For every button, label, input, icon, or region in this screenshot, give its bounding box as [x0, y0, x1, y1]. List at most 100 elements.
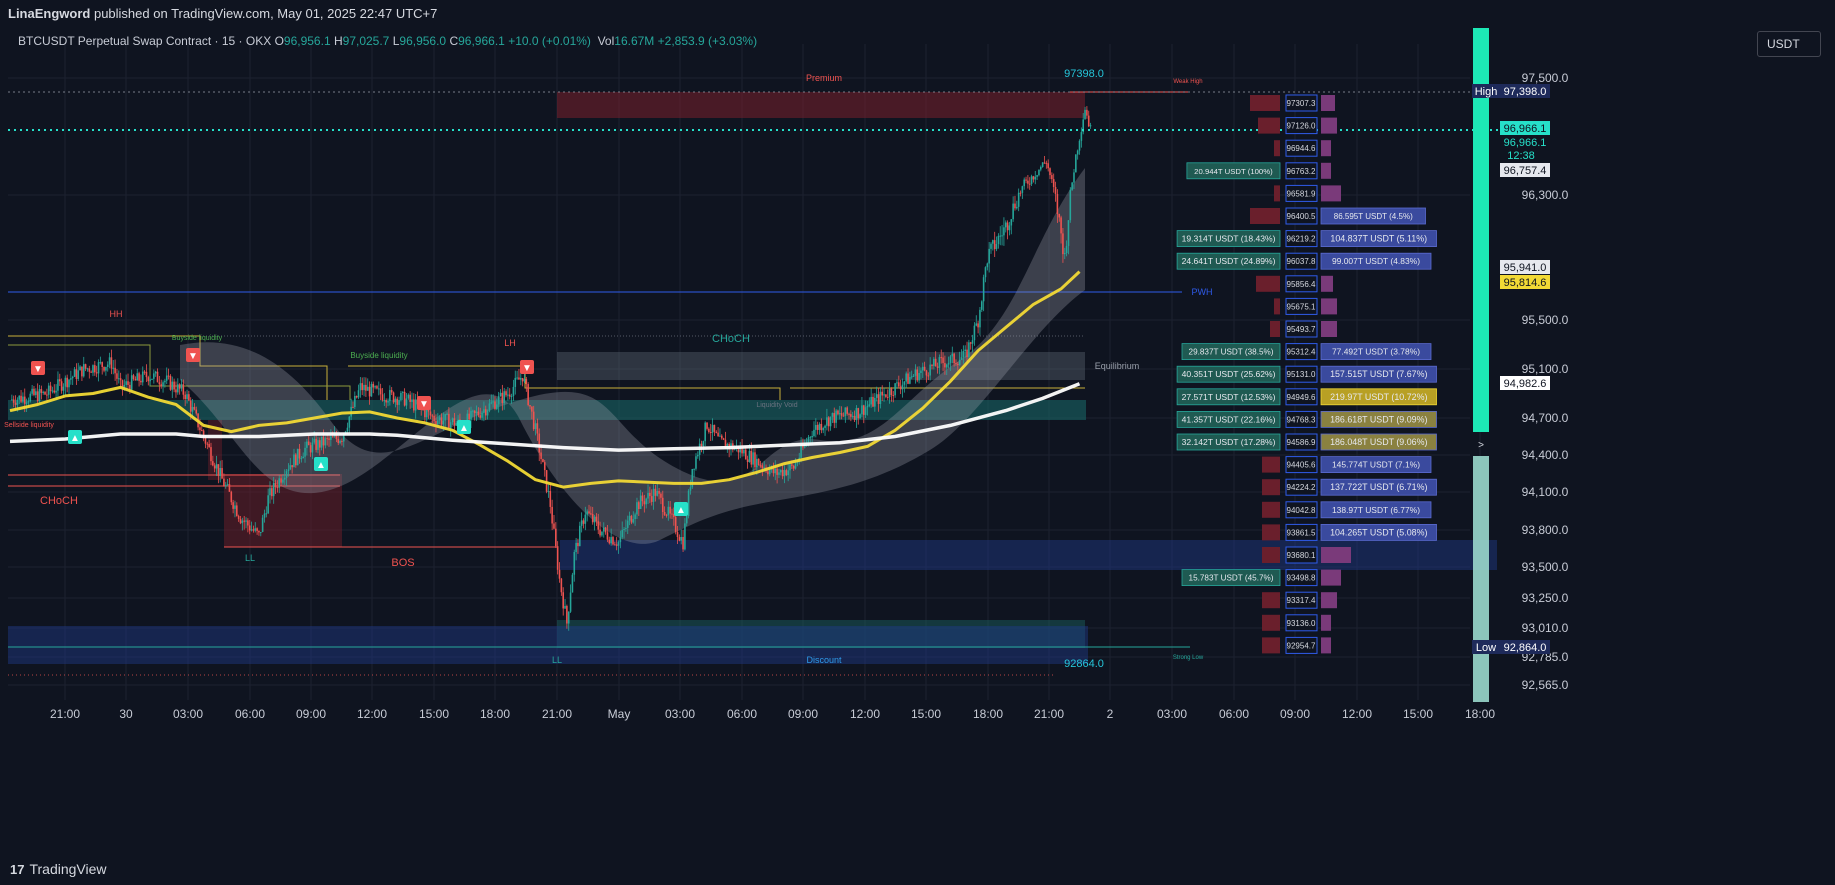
candle-body: [499, 392, 502, 397]
candle-body: [248, 525, 251, 531]
candle-body: [676, 532, 679, 538]
signal-marker-icon: ▼: [522, 363, 532, 374]
candle-body: [899, 386, 902, 390]
candle-body: [979, 309, 981, 328]
volume-profile-buy-bar: [1176, 410, 1281, 428]
candle-body: [862, 405, 865, 415]
candle-body: [440, 417, 443, 425]
chart-area[interactable]: ▼ ▼ ▼ ▼ ▲ ▲ ▲ ▲ Premium Discount Equilibrium PWH Wea…: [0, 24, 1835, 856]
candle-body: [1010, 219, 1013, 226]
candle-body: [60, 381, 63, 391]
x-axis-tick: 09:00: [788, 707, 818, 721]
candle-body: [556, 546, 559, 570]
candle-body: [1052, 179, 1055, 188]
volume-profile-price-box: [1285, 501, 1318, 519]
price-chart[interactable]: ▼ ▼ ▼ ▼ ▲ ▲ ▲ ▲ Premium Discount Equilibrium PWH Wea…: [0, 24, 1835, 856]
volume-profile-sell-bar: [1320, 207, 1426, 225]
candle-body: [645, 498, 647, 505]
low-label: L: [392, 34, 400, 48]
candle-body: [540, 452, 542, 460]
signal-marker: [417, 396, 431, 410]
candle-body: [779, 469, 782, 473]
candle-body: [916, 369, 919, 381]
candle-body: [536, 423, 539, 434]
candle-body: [213, 465, 216, 469]
candle-body: [1019, 192, 1022, 194]
candle-body: [995, 244, 998, 250]
candle-body: [1063, 253, 1066, 255]
candle-body: [958, 359, 961, 365]
candle-body: [1056, 193, 1059, 214]
volume-profile-sell-label: 138.97T USDT (6.77%): [1332, 505, 1420, 515]
candle-body: [851, 415, 854, 417]
candle-body: [263, 513, 266, 518]
candle-body: [116, 373, 118, 379]
candle-body: [453, 418, 456, 426]
volume-profile-price-box: [1285, 139, 1318, 157]
candle-body: [326, 438, 328, 440]
candle-body: [189, 400, 192, 412]
candle-body: [992, 240, 994, 244]
candle-body: [141, 371, 144, 383]
tradingview-logo[interactable]: 17 TradingView: [10, 861, 107, 877]
volume-profile-buy-bar: [1262, 456, 1280, 473]
candle-body: [1084, 109, 1086, 120]
volume-profile-sell-bar: [1320, 433, 1437, 451]
candle-body: [378, 388, 380, 390]
candle-body: [538, 433, 541, 453]
volume-profile-sell-bar: [1321, 321, 1337, 337]
symbol-name[interactable]: BTCUSDT Perpetual Swap Contract · 15 · O…: [18, 34, 272, 48]
candle-body: [110, 357, 113, 369]
candle-body: [757, 458, 760, 466]
y-axis-tick: 94,100.0: [1522, 485, 1569, 499]
candle-body: [853, 415, 856, 420]
candle-body: [138, 373, 140, 381]
candle-body: [438, 417, 441, 421]
candle-body: [792, 465, 795, 469]
currency-unit-selector[interactable]: USDT: [1757, 31, 1821, 57]
author-name[interactable]: LinaEngword: [8, 6, 91, 21]
candle-body: [18, 395, 21, 400]
candle-body: [427, 410, 430, 412]
candle-body: [355, 396, 358, 398]
candle-body: [361, 383, 364, 391]
candle-body: [542, 459, 544, 463]
candle-body: [896, 382, 898, 384]
candle-body: [968, 342, 970, 358]
candle-body: [850, 414, 852, 417]
footer-bar: 17 TradingView: [0, 856, 1835, 885]
candle-body: [610, 537, 612, 544]
candle-body: [839, 413, 841, 415]
candle-body: [720, 435, 723, 439]
volume-profile-price: 95856.4: [1287, 280, 1316, 289]
candle-body: [595, 516, 598, 522]
candle-body: [1054, 187, 1057, 194]
high-value: 97,025.7: [342, 34, 390, 48]
candle-body: [208, 444, 210, 448]
candle-body: [66, 377, 68, 388]
candle-body: [551, 506, 553, 524]
candle-body: [164, 380, 166, 383]
candle-body: [119, 378, 122, 381]
candle-body: [918, 372, 920, 381]
candle-body: [1021, 186, 1024, 193]
price-badge-value: 92,864.0: [1504, 642, 1547, 654]
candle-body: [470, 410, 472, 420]
price-badge-value: 95,941.0: [1504, 262, 1547, 274]
candle-body: [1038, 169, 1040, 176]
candle-body: [276, 487, 279, 489]
candle-body: [626, 520, 629, 528]
candle-body: [215, 464, 218, 469]
candle-body: [389, 390, 391, 402]
price-badge-value: 96,757.4: [1504, 165, 1547, 177]
candle-body: [586, 511, 588, 515]
discount-zone: [557, 620, 1085, 648]
volume-profile-sell-label: 219.97T USDT (10.72%): [1330, 392, 1427, 402]
candle-body: [145, 371, 148, 378]
x-axis-tick: 30: [119, 707, 133, 721]
candle-body: [191, 406, 194, 412]
candle-body: [318, 440, 321, 448]
signal-marker-icon: ▲: [676, 505, 686, 516]
candle-body: [901, 384, 904, 390]
volume-change: +2,853.9 (+3.03%): [657, 34, 758, 48]
